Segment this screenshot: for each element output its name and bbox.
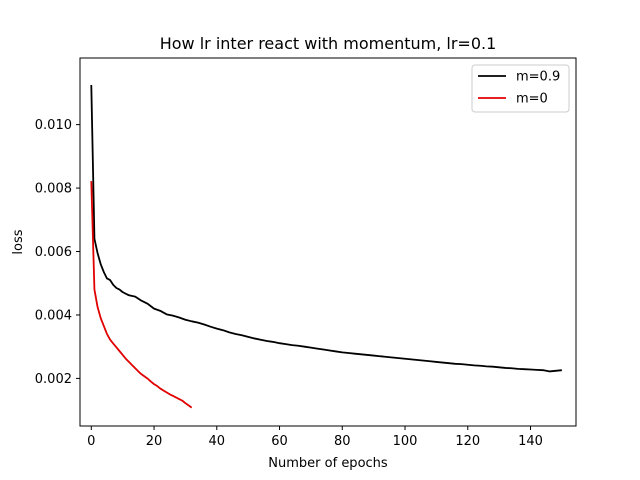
plot-frame [79, 57, 577, 427]
x-tick-label-7: 140 [518, 434, 543, 449]
y-axis-label: loss [11, 229, 26, 254]
x-tick-label-3: 60 [271, 434, 288, 449]
y-tick-label-3: 0.008 [35, 182, 72, 197]
y-tick-label-4: 0.010 [35, 118, 72, 133]
series-line-0 [90, 84, 562, 373]
y-tick-label-2: 0.006 [35, 245, 72, 260]
legend-label-0: m=0.9 [516, 70, 560, 85]
series-line-1 [90, 181, 193, 409]
y-axis: 0.002 0.004 0.006 0.008 0.010 [35, 118, 80, 387]
x-tick-label-0: 0 [87, 434, 95, 449]
y-tick-label-1: 0.004 [35, 308, 72, 323]
x-tick-label-2: 40 [209, 434, 226, 449]
chart-title: How lr inter react with momentum, lr=0.1 [160, 34, 497, 53]
x-tick-label-6: 120 [455, 434, 480, 449]
legend-label-1: m=0 [516, 92, 548, 107]
x-tick-label-1: 20 [146, 434, 163, 449]
x-tick-label-4: 80 [334, 434, 351, 449]
y-tick-label-0: 0.002 [35, 372, 72, 387]
x-axis: 0 20 40 60 80 100 120 140 [87, 426, 543, 449]
x-axis-label: Number of epochs [268, 456, 388, 471]
legend: m=0.9 m=0 [471, 64, 570, 113]
x-tick-label-5: 100 [393, 434, 418, 449]
plot-area [90, 84, 562, 409]
